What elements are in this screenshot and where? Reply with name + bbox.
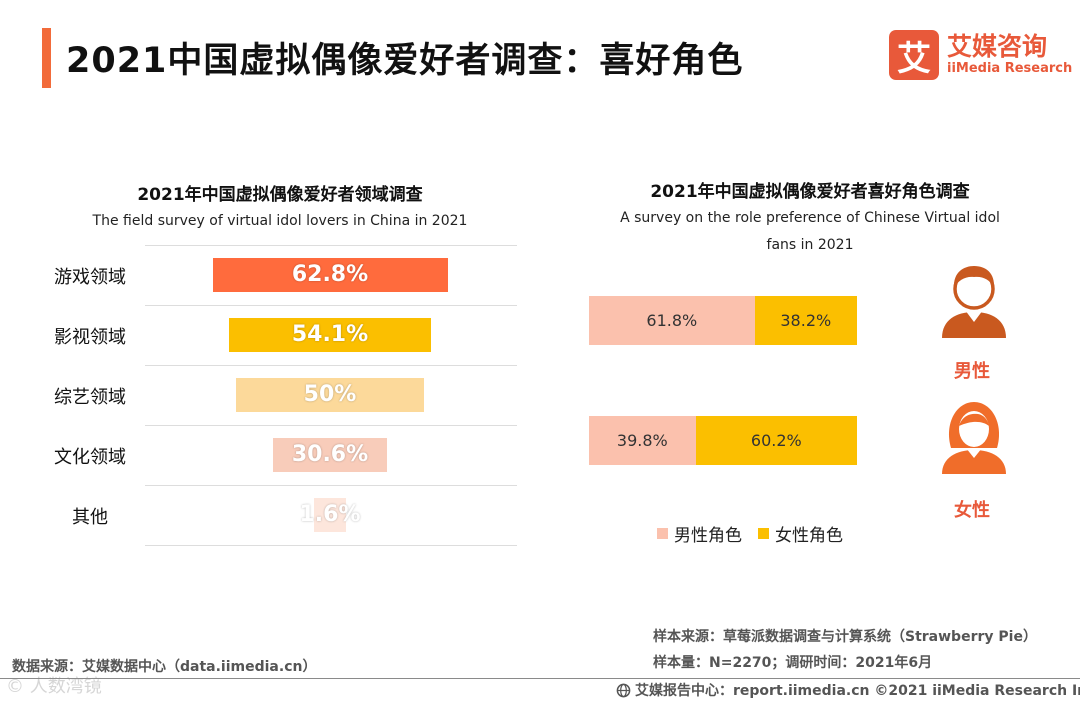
bar-value-label: 54.1%	[291, 322, 369, 347]
bar-value-label: 1.6%	[299, 502, 361, 527]
row-divider	[145, 425, 517, 426]
field-bar	[236, 378, 424, 412]
male-person-icon	[942, 266, 1006, 338]
bar-value-label: 62.8%	[291, 262, 369, 287]
left-chart-subtitle: The field survey of virtual idol lovers …	[92, 213, 468, 229]
logo-mark: 艾	[889, 30, 939, 80]
row-divider	[145, 365, 517, 366]
legend-label-female-role: 女性角色	[775, 526, 843, 546]
category-label: 综艺领域	[54, 387, 126, 408]
right-chart-subtitle: A survey on the role preference of Chine…	[620, 210, 1000, 253]
bar-value-label: 50%	[303, 382, 357, 407]
category-label: 文化领域	[54, 447, 126, 468]
legend-swatch-female-role	[758, 528, 769, 539]
row-divider	[145, 305, 517, 306]
field-bar	[272, 438, 388, 472]
row-divider	[145, 245, 517, 246]
legend-swatch-male-role	[657, 528, 668, 539]
field-bar	[212, 258, 448, 292]
bar-value-label: 30.6%	[291, 442, 369, 467]
sample-source: 样本来源：草莓派数据调查与计算系统（Strawberry Pie）	[653, 629, 1037, 645]
female-label: 女性	[954, 500, 990, 521]
right-chart-title: 2021年中国虚拟偶像爱好者喜好角色调查	[650, 182, 970, 202]
segment-value-label: 39.8%	[616, 431, 668, 450]
female-person-icon	[942, 402, 1006, 474]
field-survey-chart: 游戏领域 62.8% 影视领域 54.1% 综艺领域 50% 文化领域 30.6% 其他 1.6%	[40, 240, 520, 550]
category-label: 游戏领域	[54, 267, 126, 288]
stacked-segment	[754, 296, 857, 345]
logo-name-en: iiMedia Research	[947, 61, 1073, 76]
legend-label-male-role: 男性角色	[674, 526, 742, 546]
watermark: © 人数湾镜	[6, 676, 102, 697]
legend-item-male-role: 男性角色	[657, 521, 742, 546]
iimedia-logo: 艾 艾媒咨询 iiMedia Research	[889, 30, 1072, 80]
segment-value-label: 60.2%	[750, 431, 802, 450]
field-bar	[228, 318, 432, 352]
data-source: 数据来源：艾媒数据中心（data.iimedia.cn）	[12, 659, 317, 675]
sample-size: 样本量：N=2270；调研时间：2021年6月	[653, 655, 933, 671]
row-divider	[145, 485, 517, 486]
footer-text: 艾媒报告中心：report.iimedia.cn ©2021 iiMedia R…	[635, 683, 1080, 699]
title-accent-bar	[42, 28, 51, 88]
globe-icon	[616, 683, 631, 697]
logo-text: 艾媒咨询 iiMedia Research	[947, 33, 1072, 77]
footer: 艾媒报告中心：report.iimedia.cn ©2021 iiMedia R…	[616, 680, 1080, 700]
logo-name-cn: 艾媒咨询	[947, 32, 1048, 61]
legend: 男性角色 女性角色	[657, 521, 859, 546]
legend-item-female-role: 女性角色	[758, 521, 843, 546]
segment-value-label: 61.8%	[646, 311, 698, 330]
segment-value-label: 38.2%	[780, 311, 832, 330]
stacked-segment	[589, 416, 696, 465]
male-label: 男性	[954, 361, 990, 382]
stacked-segment	[695, 416, 857, 465]
category-label: 其他	[72, 507, 108, 528]
left-chart-title: 2021年中国虚拟偶像爱好者领域调查	[137, 185, 423, 205]
category-label: 影视领域	[54, 327, 126, 348]
stacked-segment	[589, 296, 755, 345]
field-bar	[314, 498, 346, 532]
footer-divider	[0, 678, 1080, 679]
page-title: 2021中国虚拟偶像爱好者调查：喜好角色	[66, 41, 744, 81]
row-divider	[145, 545, 517, 546]
role-preference-chart: 61.8% 38.2% 39.8% 60.2%	[589, 290, 869, 490]
